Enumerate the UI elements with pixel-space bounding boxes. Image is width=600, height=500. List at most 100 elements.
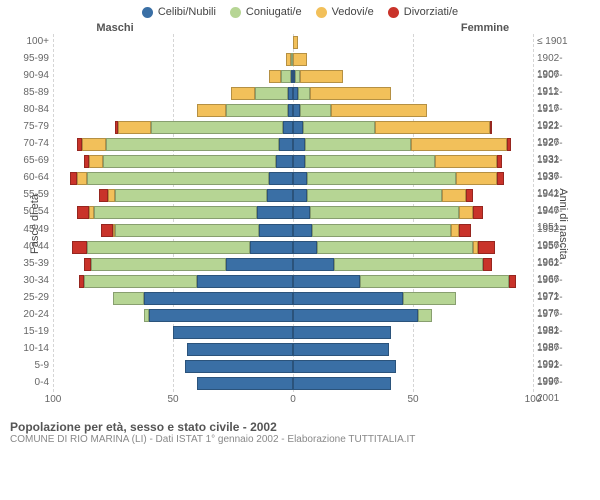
bar-segment	[226, 104, 288, 117]
bar-segment	[293, 309, 418, 322]
male-bar	[53, 34, 293, 51]
male-bar	[53, 68, 293, 85]
bar-segment	[507, 138, 512, 151]
pyramid-row: 55-591942-1946	[53, 187, 533, 204]
bar-segment	[70, 172, 77, 185]
legend-item-widowed: Vedovi/e	[316, 6, 374, 18]
male-bar	[53, 222, 293, 239]
male-bar	[53, 273, 293, 290]
male-bar	[53, 204, 293, 221]
age-label: 55-59	[17, 187, 53, 203]
bar-segment	[435, 155, 497, 168]
bar-segment	[418, 309, 432, 322]
chart-subtitle: COMUNE DI RIO MARINA (LI) - Dati ISTAT 1…	[10, 434, 590, 445]
bar-segment	[466, 189, 473, 202]
pyramid-row: 100+≤ 1901	[53, 34, 533, 51]
female-bar	[293, 51, 533, 68]
age-label: 75-79	[17, 119, 53, 135]
bar-segment	[497, 172, 504, 185]
female-bar	[293, 273, 533, 290]
bar-segment	[403, 292, 456, 305]
bar-segment	[310, 206, 459, 219]
pyramid-chart: Fasce di età Anni di nascita 0-41997-200…	[15, 34, 585, 414]
bar-segment	[115, 224, 259, 237]
age-label: 70-74	[17, 136, 53, 152]
bar-segment	[360, 275, 509, 288]
age-label: 90-94	[17, 68, 53, 84]
legend: Celibi/Nubili Coniugati/e Vedovi/e Divor…	[0, 0, 600, 22]
pyramid-row: 40-441957-1961	[53, 239, 533, 256]
bar-segment	[293, 292, 403, 305]
bar-segment	[298, 87, 310, 100]
age-label: 60-64	[17, 170, 53, 186]
bar-segment	[334, 258, 483, 271]
female-bar	[293, 170, 533, 187]
bar-segment	[293, 36, 298, 49]
age-label: 5-9	[17, 358, 53, 374]
pyramid-row: 35-391962-1966	[53, 256, 533, 273]
pyramid-row: 5-91992-1996	[53, 358, 533, 375]
pyramid-row: 50-541947-1951	[53, 204, 533, 221]
age-label: 45-49	[17, 222, 53, 238]
legend-label: Celibi/Nubili	[158, 6, 216, 18]
bar-segment	[312, 224, 451, 237]
age-label: 85-89	[17, 85, 53, 101]
bar-segment	[293, 343, 389, 356]
legend-label: Vedovi/e	[332, 6, 374, 18]
male-bar	[53, 290, 293, 307]
birth-year-label: ≤ 1901	[533, 34, 583, 50]
bar-segment	[310, 87, 392, 100]
age-label: 15-19	[17, 324, 53, 340]
bar-segment	[108, 189, 115, 202]
bar-segment	[87, 172, 269, 185]
pyramid-row: 60-641937-1941	[53, 170, 533, 187]
bar-segment	[451, 224, 458, 237]
female-bar	[293, 136, 533, 153]
x-tick: 100	[525, 394, 542, 405]
bar-segment	[82, 138, 106, 151]
bar-segment	[187, 343, 293, 356]
bar-segment	[293, 104, 300, 117]
age-label: 80-84	[17, 102, 53, 118]
header-female: Femmine	[300, 22, 600, 34]
bar-segment	[84, 258, 91, 271]
bar-segment	[300, 104, 331, 117]
age-label: 40-44	[17, 239, 53, 255]
bar-segment	[478, 241, 495, 254]
pyramid-row: 95-991902-1906	[53, 51, 533, 68]
bar-segment	[99, 189, 109, 202]
age-label: 65-69	[17, 153, 53, 169]
male-bar	[53, 51, 293, 68]
male-bar	[53, 102, 293, 119]
male-bar	[53, 358, 293, 375]
female-bar	[293, 153, 533, 170]
bar-segment	[149, 309, 293, 322]
male-bar	[53, 85, 293, 102]
bar-segment	[490, 121, 492, 134]
bar-segment	[226, 258, 293, 271]
pyramid-row: 15-191982-1986	[53, 324, 533, 341]
bar-segment	[293, 172, 307, 185]
bar-segment	[276, 155, 293, 168]
bar-segment	[497, 155, 502, 168]
pyramid-row: 30-341967-1971	[53, 273, 533, 290]
female-bar	[293, 204, 533, 221]
male-bar	[53, 324, 293, 341]
bar-segment	[283, 121, 293, 134]
bar-segment	[197, 377, 293, 390]
legend-swatch	[142, 7, 153, 18]
x-tick: 100	[45, 394, 62, 405]
pyramid-row: 20-241977-1981	[53, 307, 533, 324]
female-bar	[293, 341, 533, 358]
bar-segment	[87, 241, 250, 254]
male-bar	[53, 170, 293, 187]
bar-segment	[115, 189, 266, 202]
pyramid-row: 65-691932-1936	[53, 153, 533, 170]
x-tick: 50	[407, 394, 418, 405]
male-bar	[53, 341, 293, 358]
x-axis: 10050050100	[53, 394, 533, 408]
male-bar	[53, 136, 293, 153]
bar-segment	[279, 138, 293, 151]
age-label: 100+	[17, 34, 53, 50]
female-bar	[293, 307, 533, 324]
